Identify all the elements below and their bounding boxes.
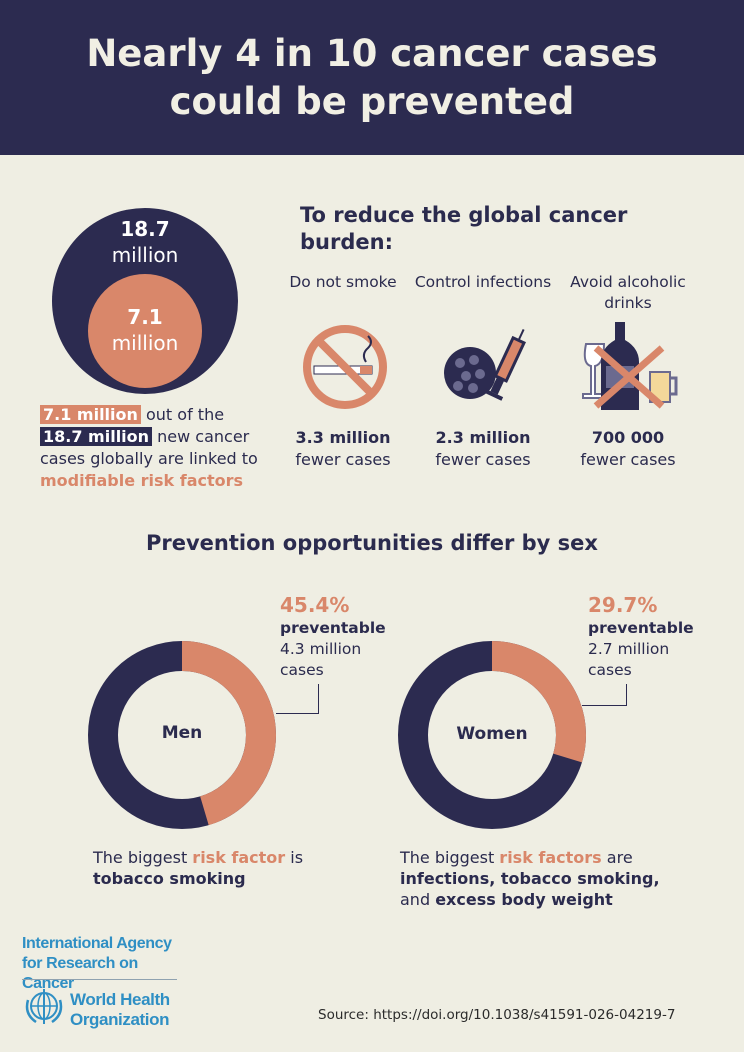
text-part: out of the	[140, 405, 225, 424]
reduce-value-alcohol: 700 000 fewer cases	[553, 427, 703, 471]
virus-syringe-icon	[444, 329, 526, 401]
text-part: The biggest	[93, 848, 193, 867]
reduce-value-infections: 2.3 million fewer cases	[408, 427, 558, 471]
women-pct: 29.7%	[588, 593, 658, 617]
overview-text: 7.1 million out of the 18.7 million new …	[40, 404, 290, 492]
men-preventable-arc	[88, 641, 276, 829]
value-sub: fewer cases	[580, 450, 676, 469]
value: 2.3 million	[435, 428, 531, 447]
women-connector	[582, 684, 627, 706]
value-sub: fewer cases	[295, 450, 391, 469]
header-banner: Nearly 4 in 10 cancer cases could be pre…	[0, 0, 744, 155]
iarc-logo-text: International Agency for Research on Can…	[22, 935, 172, 992]
no-smoking-icon	[303, 325, 387, 409]
total-unit: million	[111, 243, 179, 267]
emphasis-bold: infections, tobacco smoking,	[400, 869, 660, 888]
women-preventable-arc	[398, 641, 586, 829]
total-cases-label: 18.7 million	[65, 216, 225, 268]
highlight-preventable: 7.1 million	[40, 405, 141, 424]
emphasis: risk factor	[192, 848, 286, 867]
who-emblem-icon	[25, 989, 63, 1024]
cases-label: 2.7 million cases	[588, 640, 670, 679]
logo-divider	[22, 979, 177, 980]
reduce-heading: To reduce the global cancer burden:	[300, 203, 628, 254]
emphasis-bold: tobacco smoking	[93, 869, 246, 888]
emphasis: risk factors	[499, 848, 602, 867]
men-connector	[276, 684, 319, 714]
men-caption: The biggest risk factor is tobacco smoki…	[93, 847, 353, 889]
preventable-cases-circle	[88, 274, 202, 388]
text-part: new cancer cases globally are linked to	[40, 427, 258, 468]
reduce-value-smoke: 3.3 million fewer cases	[268, 427, 418, 471]
page-title: Nearly 4 in 10 cancer cases could be pre…	[86, 31, 658, 123]
men-pct: 45.4%	[280, 593, 350, 617]
preventable-label: preventable	[588, 619, 694, 637]
value: 3.3 million	[295, 428, 391, 447]
women-caption: The biggest risk factors are infections,…	[400, 847, 700, 910]
value: 700 000	[591, 428, 665, 447]
preventable-cases-label: 7.1 million	[65, 304, 225, 356]
women-label: Women	[456, 724, 528, 744]
sex-heading: Prevention opportunities differ by sex	[146, 531, 598, 555]
reduce-label-alcohol: Avoid alcoholic drinks	[570, 273, 686, 312]
preventable-label: preventable	[280, 619, 386, 637]
highlight-total: 18.7 million	[40, 427, 153, 446]
text-part: is	[285, 848, 304, 867]
total-value: 18.7	[120, 217, 170, 241]
cases-label: 4.3 million cases	[280, 640, 362, 679]
reduce-label-smoke: Do not smoke	[289, 273, 397, 291]
preventable-unit: million	[111, 331, 179, 355]
text-part: are	[601, 848, 633, 867]
preventable-value: 7.1	[127, 305, 163, 329]
text-part: and	[400, 890, 436, 909]
who-logo-text: World Health Organization	[70, 990, 170, 1029]
men-donut	[88, 641, 276, 829]
men-label: Men	[161, 723, 203, 743]
emphasis-bold: excess body weight	[435, 890, 613, 909]
women-info: preventable 2.7 million cases	[588, 618, 698, 681]
source-text: Source: https://doi.org/10.1038/s41591-0…	[318, 1007, 676, 1023]
no-alcohol-icon	[582, 322, 678, 410]
reduce-label-infections: Control infections	[414, 273, 552, 291]
emphasis-risk-factors: modifiable risk factors	[40, 471, 244, 490]
women-donut	[398, 641, 586, 829]
text-part: The biggest	[400, 848, 500, 867]
value-sub: fewer cases	[435, 450, 531, 469]
men-info: preventable 4.3 million cases	[280, 618, 390, 681]
